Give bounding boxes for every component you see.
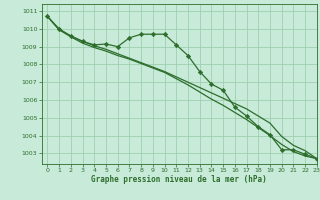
X-axis label: Graphe pression niveau de la mer (hPa): Graphe pression niveau de la mer (hPa) — [91, 175, 267, 184]
